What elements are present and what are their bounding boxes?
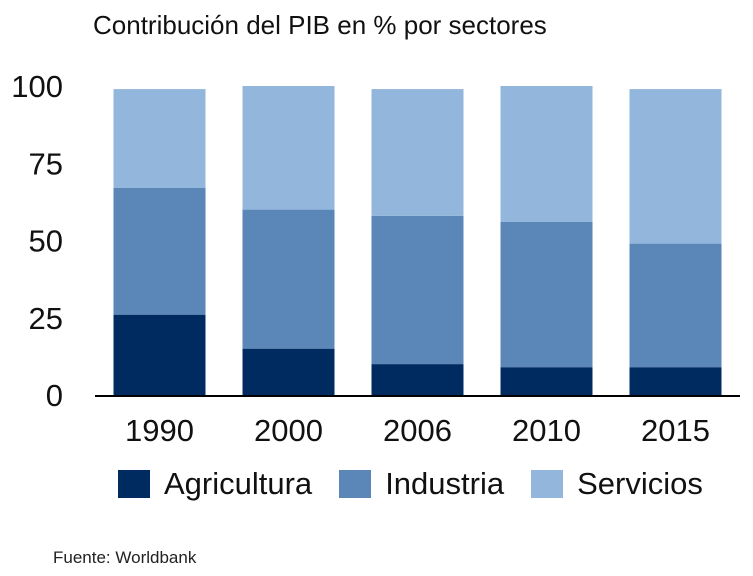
x-tick-label: 2000	[254, 413, 323, 448]
x-tick-label: 2015	[641, 413, 710, 448]
legend-swatch	[118, 470, 150, 498]
bar-servicios-1990	[113, 89, 206, 188]
bar-industria-1990	[113, 187, 206, 315]
legend-item-servicios: Servicios	[531, 466, 703, 502]
y-tick-label: 25	[29, 301, 63, 336]
x-axis-ticks: 1990 2000 2006 2010 2015	[125, 413, 710, 448]
bar-servicios-2000	[242, 86, 335, 210]
bar-agricultura-2006	[371, 364, 464, 395]
y-tick-label: 75	[29, 146, 63, 181]
bar-agricultura-1990	[113, 314, 206, 395]
bars	[113, 86, 722, 395]
legend: Agricultura Industria Servicios	[118, 466, 730, 502]
stacked-bar-chart: 0 25 50 75 100 1990 2000 2006 2010 2015	[11, 69, 740, 448]
bar-industria-2015	[629, 243, 722, 368]
bar-industria-2010	[500, 221, 593, 368]
legend-item-industria: Industria	[339, 466, 504, 502]
bar-industria-2006	[371, 215, 464, 365]
x-tick-label: 2010	[512, 413, 581, 448]
legend-item-agricultura: Agricultura	[118, 466, 312, 502]
bar-agricultura-2000	[242, 348, 335, 395]
y-tick-label: 0	[46, 378, 63, 413]
x-tick-label: 2006	[383, 413, 452, 448]
legend-swatch	[531, 470, 564, 498]
y-tick-label: 50	[29, 224, 63, 259]
bar-agricultura-2010	[500, 367, 593, 395]
legend-label: Servicios	[577, 466, 703, 501]
y-axis-ticks: 0 25 50 75 100	[11, 69, 63, 413]
bar-servicios-2010	[500, 86, 593, 222]
bar-servicios-2006	[371, 89, 464, 216]
y-tick-label: 100	[11, 69, 63, 104]
legend-swatch	[339, 470, 372, 498]
source-note: Fuente: Worldbank	[53, 548, 197, 567]
bar-agricultura-2015	[629, 367, 722, 395]
legend-label: Industria	[385, 466, 505, 501]
x-tick-label: 1990	[125, 413, 194, 448]
chart-title: Contribución del PIB en % por sectores	[93, 10, 547, 40]
bar-industria-2000	[242, 209, 335, 349]
bar-servicios-2015	[629, 89, 722, 244]
legend-label: Agricultura	[164, 466, 313, 501]
